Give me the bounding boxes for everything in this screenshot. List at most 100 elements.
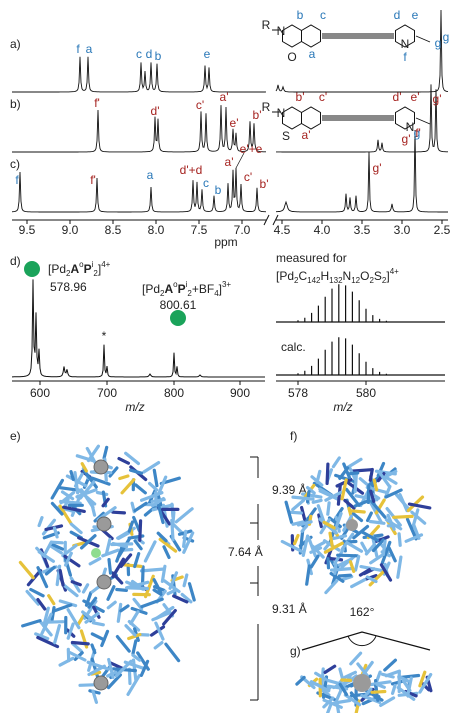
formula-part: O	[360, 269, 369, 283]
bond-stick	[369, 489, 376, 503]
bond-stick	[63, 555, 73, 577]
bond-stick	[35, 546, 47, 559]
bond-stick	[335, 700, 341, 713]
bond-stick	[116, 602, 123, 623]
ring	[395, 24, 415, 48]
distance-bracket	[250, 456, 259, 701]
formula: [Pd2AoPi2]4+	[48, 260, 111, 278]
bond-stick	[60, 490, 75, 501]
bond-stick	[50, 501, 64, 516]
bond-stick	[143, 540, 157, 563]
bond-stick	[349, 691, 359, 702]
bond-stick	[36, 597, 47, 611]
bond-stick	[70, 641, 83, 653]
bond-stick	[106, 585, 116, 601]
bond-stick	[359, 564, 384, 573]
bond-stick	[345, 540, 364, 553]
bond-stick	[295, 675, 306, 686]
structure-label: g	[435, 36, 442, 50]
bond	[272, 111, 431, 125]
bond-stick	[316, 504, 326, 524]
bond-stick	[152, 578, 164, 597]
structure-label: a'	[302, 128, 311, 142]
bond-stick	[111, 557, 126, 579]
bond-stick	[129, 610, 140, 626]
bond-stick	[172, 594, 189, 604]
bond-stick	[418, 670, 427, 688]
bond-stick	[140, 491, 164, 502]
bond-stick	[86, 444, 101, 463]
formula-part: P	[84, 262, 92, 276]
bond-stick	[63, 554, 81, 568]
ppm-tick-label: 8.5	[105, 223, 122, 237]
bond-stick	[407, 502, 432, 510]
bond-stick	[44, 565, 56, 576]
bond-stick	[372, 478, 379, 492]
ppm-tick-label: 3.5	[354, 223, 371, 237]
bond-stick	[326, 501, 331, 516]
structure-label: c	[320, 8, 326, 22]
panel-label: g)	[290, 644, 301, 658]
bond-stick	[396, 685, 416, 701]
bond-stick	[174, 507, 194, 524]
bond-stick	[115, 634, 131, 653]
structure-label: f	[403, 50, 407, 64]
bond-stick	[100, 629, 110, 648]
formula-part: i	[92, 260, 94, 269]
bond-stick	[154, 621, 165, 641]
mass-spectrum	[12, 279, 265, 378]
bond-stick	[349, 509, 366, 514]
bond-stick	[360, 693, 375, 702]
bond-stick	[342, 462, 352, 480]
bond-stick	[360, 530, 380, 543]
formula-part: 4	[214, 289, 219, 298]
bond-stick	[50, 478, 65, 500]
ppm-tick-label: 8.0	[148, 223, 165, 237]
bond-stick	[338, 682, 349, 697]
bond-stick	[343, 693, 362, 707]
bond-stick	[314, 671, 327, 681]
bond-stick	[91, 621, 105, 627]
nmr-spectrum	[12, 9, 449, 93]
pd-atom	[346, 519, 358, 531]
bond-stick	[384, 669, 401, 678]
peak-label: c	[136, 47, 142, 61]
ms-tick-label: 900	[230, 386, 250, 400]
bond-stick	[124, 624, 137, 637]
bond-stick	[127, 586, 149, 591]
bond-stick	[106, 673, 123, 690]
bond-stick	[418, 672, 433, 694]
structure-label: a	[309, 47, 316, 61]
ppm-tick-label: 2.5	[434, 223, 451, 237]
bond-stick	[25, 589, 40, 606]
bond-stick	[61, 505, 86, 513]
bond-stick	[309, 680, 331, 693]
bond-stick	[383, 658, 397, 672]
guest-atom	[91, 548, 101, 558]
bond-stick	[280, 539, 303, 553]
marker	[24, 261, 40, 277]
bond-stick	[133, 539, 143, 551]
bond-stick	[133, 552, 141, 569]
bond-stick	[350, 468, 374, 473]
bond-stick	[318, 489, 341, 501]
bond-stick	[91, 689, 99, 704]
panel-label: b)	[10, 97, 21, 111]
bond-stick	[363, 687, 373, 698]
bond-stick	[170, 518, 175, 542]
bond-stick	[379, 563, 393, 582]
ring	[395, 106, 415, 130]
bond-stick	[324, 579, 339, 595]
bond-stick	[124, 451, 140, 466]
pd-atom	[96, 516, 112, 532]
structure-label: f'	[415, 126, 421, 140]
bond-stick	[383, 475, 398, 485]
peak-label: f'	[90, 173, 96, 187]
formula-part: ]	[98, 262, 101, 276]
bond-stick	[396, 555, 403, 579]
peak-label: e'+e	[240, 142, 263, 156]
bond-stick	[73, 472, 84, 488]
bond-stick	[148, 481, 159, 492]
angle-arc	[347, 635, 377, 647]
bond-stick	[322, 520, 336, 530]
